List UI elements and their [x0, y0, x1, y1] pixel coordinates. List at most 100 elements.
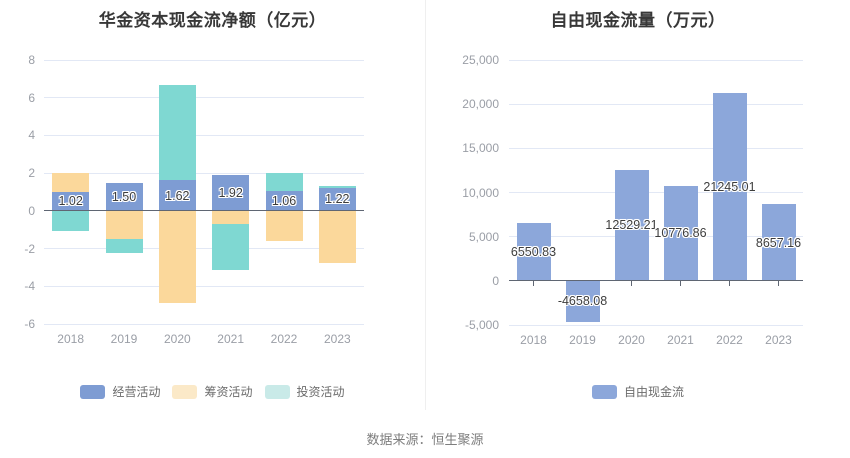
bar-value-label: 8657.16 [755, 235, 802, 250]
data-source-caption: 数据来源：恒生聚源 [366, 432, 484, 447]
bar-value-label: -4658.08 [557, 294, 608, 309]
gridline [44, 248, 364, 250]
bar-investing-2023[interactable] [318, 185, 356, 188]
y-axis-tick-label: -4 [24, 279, 35, 294]
bar-free-cash-flow-2023[interactable] [761, 204, 796, 281]
x-axis-tick [778, 280, 779, 286]
y-axis-tick-label: 8 [28, 53, 35, 67]
bar-value-label: 1.92 [218, 185, 243, 200]
legend-swatch-investing [264, 384, 290, 399]
cashflow-net-legend: 经营活动 筹资活动 投资活动 [0, 383, 425, 400]
bar-investing-2018[interactable] [52, 210, 90, 231]
y-axis-tick-label: 2 [28, 166, 35, 181]
y-axis-tick-label: -5,000 [464, 318, 499, 332]
gridline [44, 172, 364, 174]
bar-operating-2022[interactable] [265, 190, 303, 211]
bar-free-cash-flow-2021[interactable] [663, 185, 698, 281]
legend-item-free-cash-flow[interactable]: 自由现金流 [591, 383, 684, 400]
bar-operating-2021[interactable] [212, 174, 250, 211]
bar-value-label: 10776.86 [654, 226, 707, 241]
y-axis-tick-label: -6 [24, 317, 35, 331]
free-cashflow-chart-panel: 自由现金流量（万元） 6550.83 -4658.08 12529.21 10776.… [425, 0, 850, 410]
free-cashflow-chart-title: 自由现金流量（万元） [550, 11, 726, 30]
bar-free-cash-flow-2020[interactable] [614, 170, 649, 281]
y-axis-tick-label: 0 [28, 203, 35, 218]
cashflow-net-chart-title: 华金资本现金流净额（亿元） [98, 11, 327, 30]
gridline [509, 59, 803, 61]
axis-zero-line [44, 210, 364, 212]
bar-operating-2019[interactable] [105, 182, 143, 211]
x-axis-tick-label: 2021 [667, 333, 694, 347]
bar-financing-2020[interactable] [158, 210, 196, 304]
bar-financing-2022[interactable] [265, 210, 303, 242]
bar-investing-2022[interactable] [265, 172, 303, 191]
bar-value-label: 12529.21 [605, 218, 658, 233]
legend-swatch-financing [172, 384, 198, 399]
bar-investing-2020[interactable] [158, 84, 196, 181]
y-axis-tick-label: 5,000 [468, 229, 499, 244]
x-axis-tick [631, 280, 632, 286]
legend-swatch-operating [80, 384, 106, 399]
x-axis-tick [680, 280, 681, 286]
y-axis-tick-label: -2 [24, 241, 35, 256]
free-cashflow-plot-area: 6550.83 -4658.08 12529.21 10776.86 21245.01 8… [509, 59, 803, 326]
legend-label-investing: 投资活动 [296, 385, 345, 399]
legend-item-operating[interactable]: 经营活动 [80, 383, 160, 400]
bar-value-label: 6550.83 [510, 244, 557, 259]
cashflow-net-plot-area: 1.02 1.50 1.62 1.92 1.06 1.22 [44, 59, 364, 325]
x-axis-tick-label: 2018 [520, 333, 547, 347]
y-axis-tick-label: 20,000 [462, 97, 499, 112]
y-axis-tick-label: 6 [28, 90, 35, 105]
bar-financing-2019[interactable] [105, 210, 143, 240]
bar-investing-2019[interactable] [105, 239, 143, 253]
gridline [44, 134, 364, 136]
x-axis-tick-label: 2018 [57, 332, 85, 346]
legend-swatch-free-cash-flow [591, 384, 617, 399]
y-axis-tick-label: 0 [492, 273, 499, 288]
x-axis-tick-label: 2020 [618, 333, 645, 347]
y-axis-tick-label: 25,000 [462, 53, 499, 67]
x-axis-tick-label: 2022 [716, 333, 743, 347]
bar-financing-2023[interactable] [318, 210, 356, 263]
x-axis-tick-label: 2021 [217, 332, 245, 346]
bar-investing-2021[interactable] [212, 224, 250, 271]
legend-label-free-cash-flow: 自由现金流 [623, 385, 684, 399]
free-cashflow-legend: 自由现金流 [426, 383, 850, 400]
bar-value-label: 1.06 [271, 193, 297, 208]
x-axis-tick [729, 280, 730, 286]
gridline [44, 323, 364, 325]
gridline [44, 59, 364, 61]
gridline [509, 324, 803, 326]
bar-operating-2023[interactable] [318, 187, 356, 211]
y-axis-tick-label: 15,000 [462, 141, 499, 156]
x-axis-tick-label: 2023 [765, 333, 792, 347]
legend-label-financing: 筹资活动 [204, 385, 253, 399]
bar-free-cash-flow-2018[interactable] [516, 222, 551, 281]
bar-value-label: 1.02 [58, 194, 83, 209]
bar-financing-2021[interactable] [212, 210, 250, 225]
bar-free-cash-flow-2019[interactable] [565, 280, 600, 322]
bar-value-label: 1.50 [111, 189, 137, 204]
bar-value-label: 21245.01 [703, 180, 756, 194]
bar-value-label: 1.22 [325, 192, 350, 207]
x-axis-tick [533, 280, 534, 286]
legend-item-financing[interactable]: 筹资活动 [172, 383, 253, 400]
bar-free-cash-flow-2022[interactable] [712, 93, 747, 281]
y-axis-tick-label: 4 [28, 128, 35, 143]
x-axis-tick-label: 2022 [270, 332, 298, 346]
x-axis-tick-label: 2019 [569, 333, 596, 347]
bar-operating-2018[interactable] [52, 191, 90, 211]
x-axis-tick-label: 2020 [163, 332, 191, 346]
gridline [509, 236, 803, 238]
gridline [44, 285, 364, 287]
gridline [509, 103, 803, 105]
bar-operating-2020[interactable] [158, 180, 196, 211]
legend-item-investing[interactable]: 投资活动 [264, 383, 345, 400]
gridline [44, 97, 364, 99]
cashflow-net-chart-panel: 华金资本现金流净额（亿元） 1.02 1.50 1.62 1.92 1.06 1.22 经… [0, 0, 425, 410]
y-axis-tick-label: 10,000 [462, 185, 499, 200]
x-axis-tick-label: 2023 [323, 332, 351, 346]
x-axis-tick-label: 2019 [110, 332, 138, 346]
bar-financing-2018[interactable] [52, 173, 90, 192]
legend-label-operating: 经营活动 [112, 385, 161, 399]
